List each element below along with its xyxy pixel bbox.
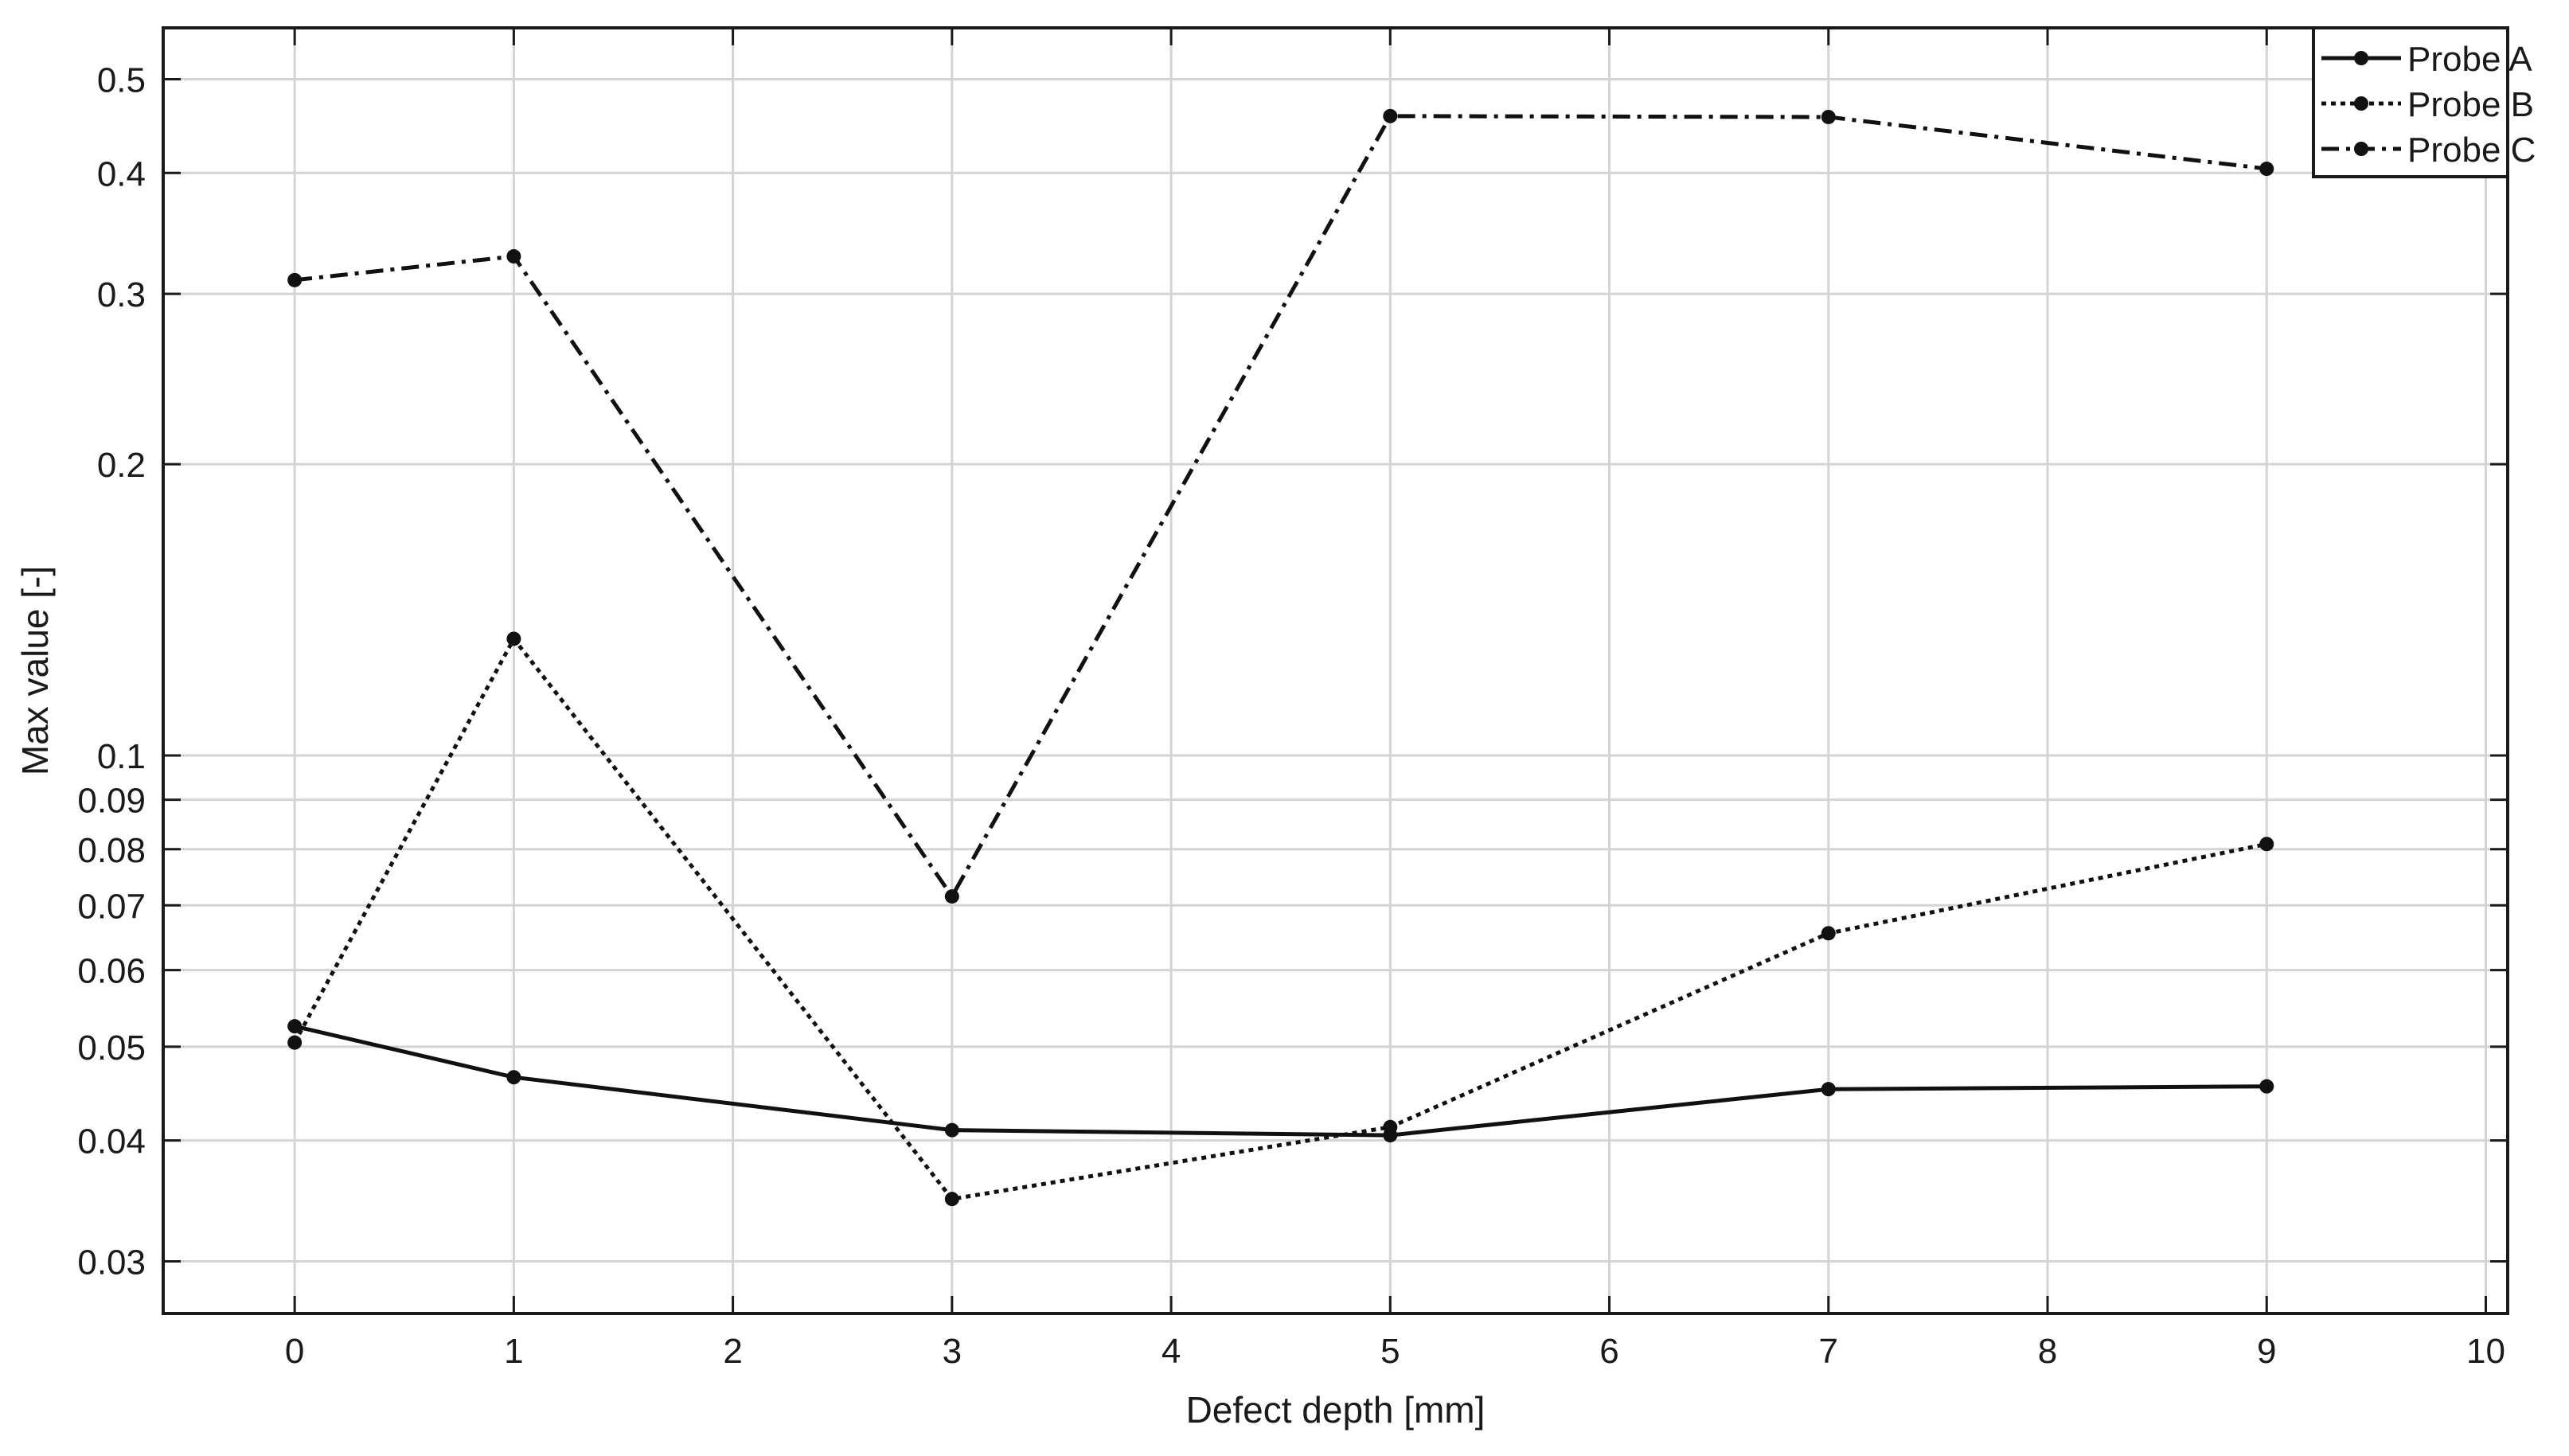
data-point [506,631,521,646]
data-point [944,1192,959,1207]
grid [163,28,2508,1314]
y-axis-label: Max value [-] [14,566,56,775]
y-tick-label: 0.1 [97,737,146,776]
x-axis-label: Defect depth [mm] [1186,1389,1486,1431]
data-point [944,889,959,904]
data-point [944,1122,959,1138]
y-tick-label: 0.5 [97,61,146,100]
x-tick-label: 10 [2466,1332,2505,1371]
legend-box [2312,26,2509,178]
x-tick-label: 2 [723,1332,742,1371]
data-point [287,272,303,287]
data-point [506,249,521,264]
y-tick-label: 0.2 [97,446,146,485]
data-point [1821,109,1836,124]
x-tick-label: 8 [2038,1332,2057,1371]
series-line [294,1024,2267,1138]
legend-swatch-marker [2354,51,2368,65]
legend-swatch-marker [2354,142,2368,156]
y-tick-label: 0.06 [77,952,146,991]
y-tick-label: 0.09 [77,782,146,821]
legend-entry-label: Probe B [2407,85,2534,124]
data-point [287,1035,303,1050]
data-point [1821,1082,1836,1097]
y-tick-label: 0.05 [77,1029,146,1068]
data-point [1383,1119,1398,1134]
series-line [292,637,2267,1201]
x-tick-label: 6 [1599,1332,1618,1371]
data-point [2259,162,2274,177]
plot-series [287,108,2274,1207]
x-tick-label: 9 [2257,1332,2276,1371]
x-tick-label: 5 [1380,1332,1400,1371]
plot-frame [162,26,2509,1315]
y-tick-label: 0.3 [97,275,146,314]
axis-ticks: 0 1 2 3 4 5 6 7 8 9 10 0.03 0.04 0.05 0.06 0.07 0.08 0.09… [77,28,2508,1371]
y-tick-label: 0.4 [97,154,146,193]
x-tick-label: 3 [943,1332,962,1371]
x-tick-label: 7 [1819,1332,1838,1371]
data-point [506,1070,521,1085]
y-tick-label: 0.03 [77,1243,146,1282]
legend: Probe A Probe B Probe C [2312,26,2536,178]
data-point [1383,108,1398,123]
legend-swatch-marker [2354,96,2368,111]
y-tick-label: 0.04 [77,1122,146,1161]
x-tick-label: 4 [1162,1332,1181,1371]
data-point [2259,1079,2274,1094]
x-tick-label: 1 [504,1332,523,1371]
data-point [287,1019,303,1034]
series-line [294,114,2267,899]
y-tick-label: 0.08 [77,831,146,870]
x-tick-label: 0 [285,1332,304,1371]
data-point [1821,926,1836,941]
y-tick-label: 0.07 [77,887,146,926]
data-point [2259,837,2274,852]
legend-entry-label: Probe C [2407,131,2536,170]
legend-entry-label: Probe A [2407,40,2532,79]
